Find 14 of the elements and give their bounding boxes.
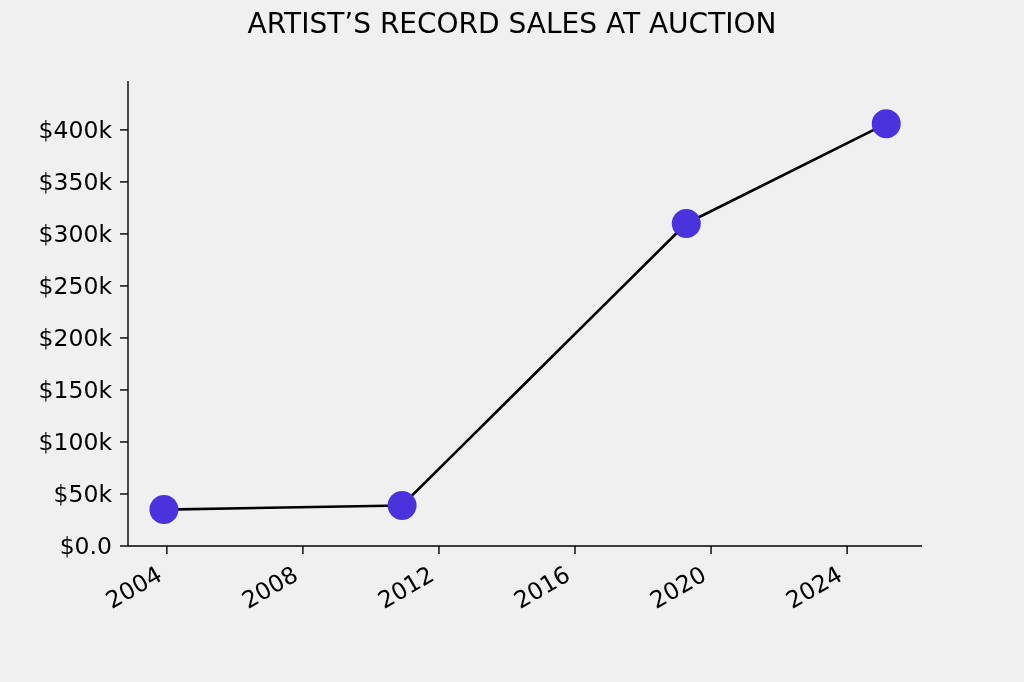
y-tick-label: $150k: [38, 376, 113, 405]
y-tick-label: $100k: [38, 428, 113, 457]
y-tick-label: $400k: [38, 116, 113, 145]
point: [387, 490, 417, 520]
y-tick-label: $300k: [38, 220, 113, 249]
point: [149, 495, 179, 525]
y-tick-label: $250k: [38, 272, 113, 301]
y-tick-label: $350k: [38, 168, 113, 197]
chart-title: ARTIST’S RECORD SALES AT AUCTION: [246, 7, 778, 40]
point: [671, 209, 701, 239]
point: [871, 109, 901, 139]
y-tick-label: $50k: [53, 480, 113, 509]
y-tick-label: $0.0: [59, 532, 112, 561]
y-tick-label: $200k: [38, 324, 113, 353]
